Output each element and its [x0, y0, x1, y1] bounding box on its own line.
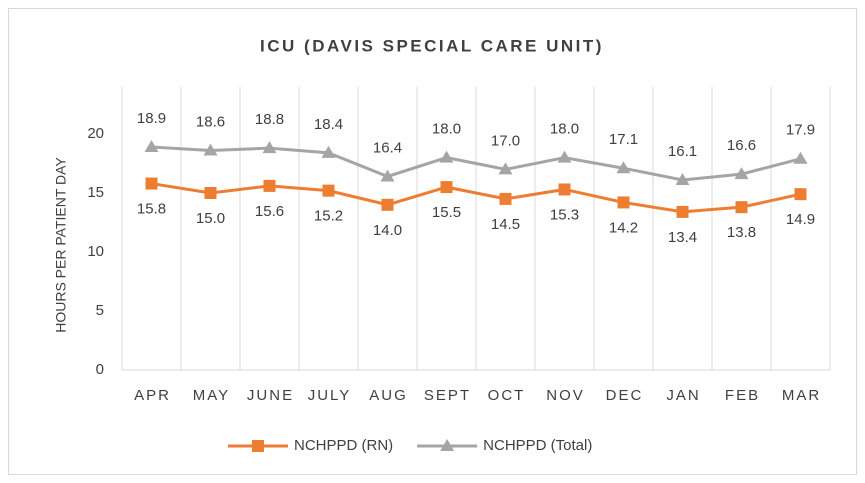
- data-label: 14.2: [609, 219, 638, 236]
- data-label: 17.0: [491, 132, 520, 149]
- y-tick-label: 0: [96, 361, 104, 378]
- data-label: 14.0: [373, 222, 402, 239]
- marker: [262, 141, 277, 154]
- x-tick-label: FEB: [725, 387, 760, 404]
- marker: [558, 183, 571, 196]
- y-tick-label: 5: [96, 302, 104, 319]
- data-label: 17.1: [609, 131, 638, 148]
- x-tick-label: APR: [134, 387, 171, 404]
- legend-label: NCHPPD (RN): [294, 437, 393, 454]
- x-tick-label: NOV: [546, 387, 585, 404]
- marker: [203, 143, 218, 156]
- x-tick-label: JAN: [666, 387, 700, 404]
- line: [151, 182, 801, 214]
- data-label: 17.9: [786, 122, 815, 139]
- data-label: 15.5: [432, 204, 461, 221]
- marker: [381, 198, 394, 211]
- marker: [617, 196, 630, 209]
- data-label: 15.8: [137, 201, 166, 218]
- data-label: 16.4: [373, 139, 402, 156]
- marker: [321, 145, 336, 158]
- marker: [263, 179, 276, 192]
- marker: [557, 150, 572, 163]
- marker: [794, 188, 807, 201]
- x-tick-label: AUG: [369, 387, 408, 404]
- data-label: 15.0: [196, 210, 225, 227]
- x-tick-label: MAR: [782, 387, 821, 404]
- x-tick-label: MAY: [193, 387, 230, 404]
- data-label: 18.6: [196, 113, 225, 130]
- y-tick-label: 20: [87, 125, 104, 142]
- marker: [145, 177, 158, 190]
- chart-title: ICU (DAVIS SPECIAL CARE UNIT): [260, 36, 604, 55]
- data-label: 18.0: [550, 121, 579, 138]
- y-tick-label: 10: [87, 243, 104, 260]
- data-label: 15.3: [550, 206, 579, 223]
- data-label: 14.9: [786, 211, 815, 228]
- data-label: 18.9: [137, 110, 166, 127]
- marker: [380, 169, 395, 182]
- legend-marker: [252, 440, 264, 452]
- marker: [499, 192, 512, 205]
- marker: [498, 162, 513, 175]
- marker: [439, 150, 454, 163]
- data-label: 18.8: [255, 111, 284, 128]
- legend-label: NCHPPD (Total): [483, 437, 592, 454]
- legend-marker: [440, 439, 455, 451]
- data-label: 13.4: [668, 229, 697, 246]
- y-axis-label: HOURS PER PATIENT DAY: [53, 157, 69, 333]
- x-tick-label: JUNE: [247, 387, 294, 404]
- marker: [322, 184, 335, 197]
- marker: [675, 173, 690, 186]
- data-label: 18.0: [432, 121, 461, 138]
- x-tick-label: JULY: [308, 387, 352, 404]
- chart-border: [8, 8, 857, 475]
- marker: [676, 205, 689, 218]
- marker: [440, 181, 453, 194]
- data-label: 16.1: [668, 143, 697, 160]
- data-label: 18.4: [314, 116, 343, 133]
- marker: [144, 139, 159, 152]
- line: [151, 145, 801, 182]
- data-label: 15.2: [314, 208, 343, 225]
- data-label: 13.8: [727, 224, 756, 241]
- marker: [734, 167, 749, 180]
- marker: [735, 201, 748, 214]
- data-label: 14.5: [491, 216, 520, 233]
- x-tick-label: SEPT: [424, 387, 471, 404]
- marker: [793, 151, 808, 164]
- data-label: 16.6: [727, 137, 756, 154]
- y-tick-label: 15: [87, 184, 104, 201]
- x-tick-label: OCT: [488, 387, 526, 404]
- marker: [204, 187, 217, 199]
- marker: [616, 161, 631, 174]
- x-tick-label: DEC: [606, 387, 644, 404]
- data-label: 15.6: [255, 203, 284, 220]
